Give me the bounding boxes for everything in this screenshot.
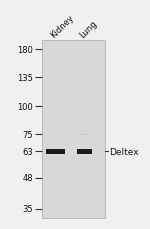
Text: 75: 75: [22, 130, 33, 139]
Text: 135: 135: [17, 74, 33, 82]
Text: Kidney: Kidney: [49, 14, 76, 40]
Bar: [79, 134, 89, 136]
Bar: [42, 41, 105, 218]
Text: 63: 63: [22, 147, 33, 156]
Text: Deltex: Deltex: [110, 147, 139, 156]
Text: 100: 100: [17, 103, 33, 112]
Text: Lung: Lung: [78, 19, 99, 40]
Text: 35: 35: [22, 204, 33, 213]
Bar: [46, 149, 65, 154]
Text: 48: 48: [22, 174, 33, 183]
Text: 180: 180: [17, 46, 33, 55]
Bar: [76, 149, 92, 154]
